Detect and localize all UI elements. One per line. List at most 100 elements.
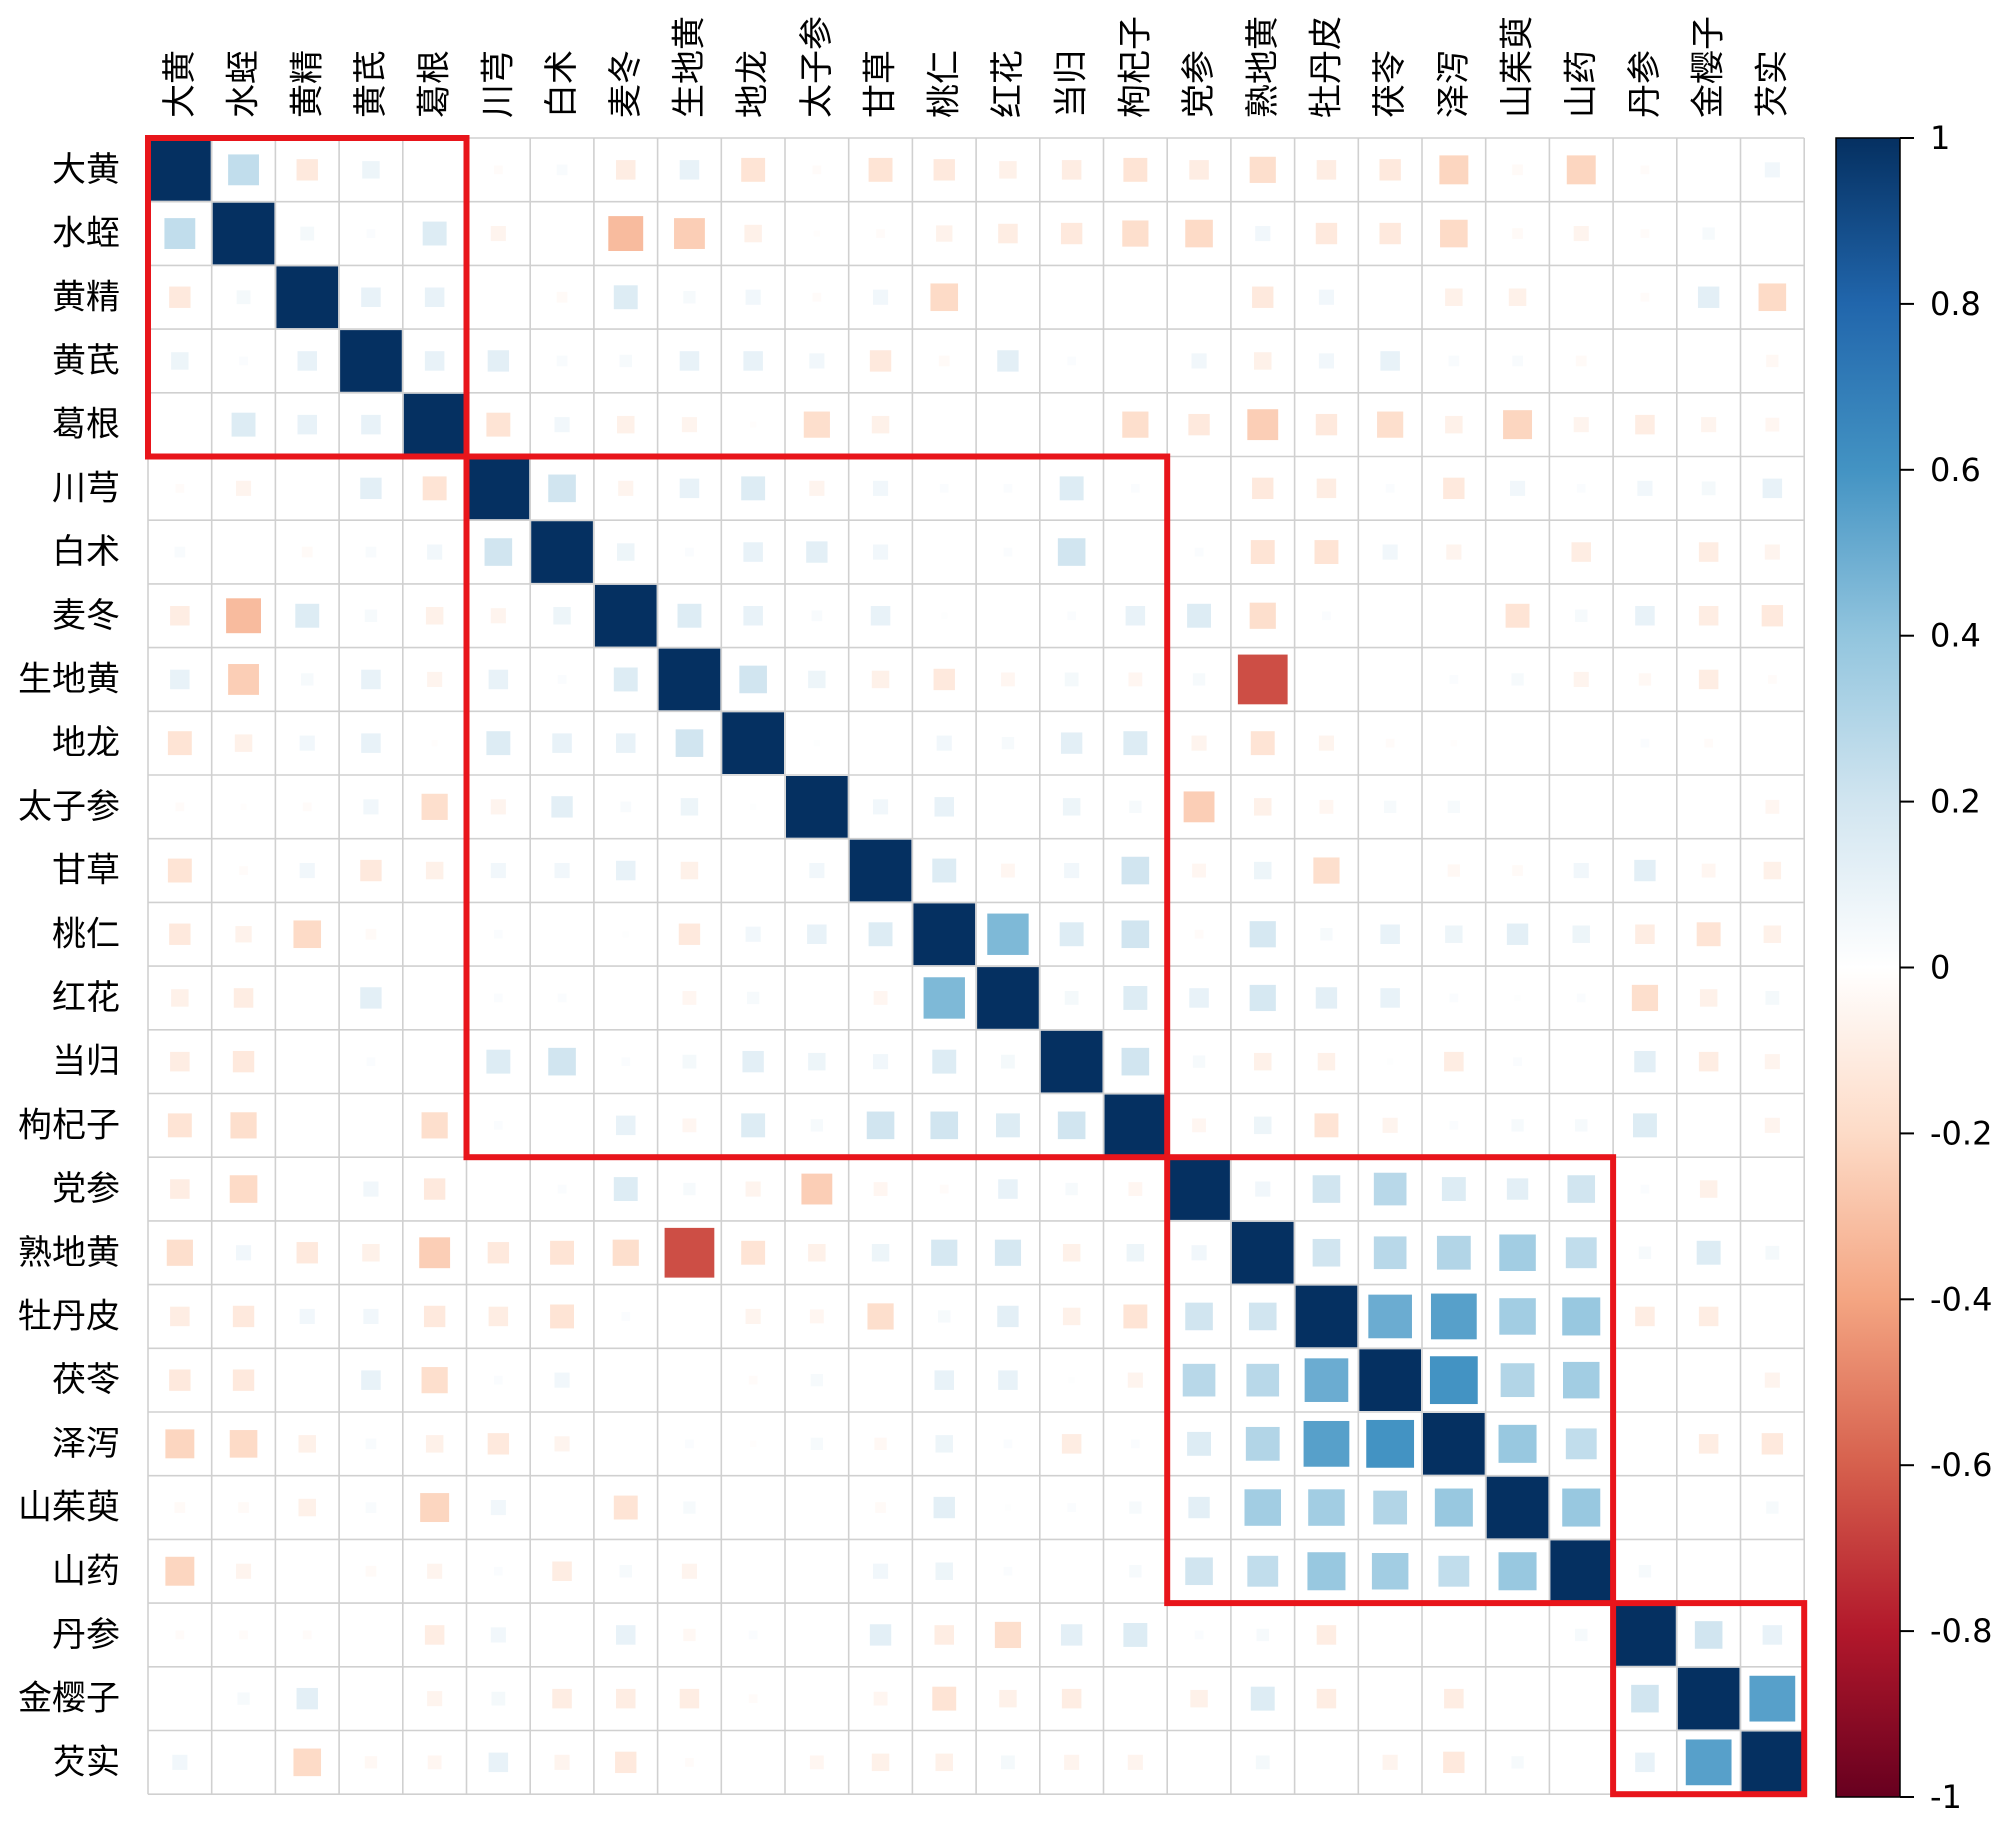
corr-cell [240,803,247,810]
corr-cell [228,664,259,695]
corr-cell [1314,1113,1339,1138]
corr-cell [1001,736,1015,750]
corr-cell [1062,798,1081,816]
corr-cell [615,733,636,753]
corr-cell [297,414,317,435]
corr-cell [1004,1504,1012,1511]
corr-cell [1250,1686,1275,1711]
corr-cell [298,1498,316,1517]
corr-cell [550,1240,574,1265]
corr-cell [552,1561,572,1581]
corr-cell [1040,1030,1103,1093]
corr-cell [936,735,952,751]
corr-cell [1438,1555,1470,1587]
corr-cell [1314,540,1339,564]
corr-cell [1702,227,1715,240]
corr-cell [1764,1372,1780,1388]
corr-cell [803,411,830,438]
column-label: 芡实 [1752,50,1792,118]
corr-cell [1319,799,1334,814]
corr-cell [998,1179,1018,1199]
row-label: 山茱萸 [18,1488,120,1528]
corr-cell [998,1370,1018,1390]
row-label: 金樱子 [18,1679,120,1719]
corr-cell [1514,994,1521,1002]
corr-cell [229,1175,258,1203]
corr-cell [490,1499,506,1516]
corr-cell [364,1756,378,1769]
corr-cell [1123,1304,1148,1329]
corr-cell [490,225,506,242]
corr-cell [1187,603,1211,628]
corr-cell [276,266,339,329]
corr-cell [1576,483,1586,493]
corr-cell [1185,1557,1213,1586]
corr-cell [876,229,885,238]
corr-cell [1698,605,1719,626]
corr-cell [1122,411,1149,438]
corr-cell [1320,928,1333,941]
corr-cell [174,1502,186,1513]
corr-cell [548,474,576,503]
corr-cell [872,480,889,496]
corr-cell [808,670,826,689]
corr-cell [361,669,381,690]
corr-cell [1447,800,1461,814]
corr-cell [1634,859,1656,882]
corr-cell [422,221,447,246]
corr-cell [1764,1117,1780,1133]
corr-cell [1635,1752,1655,1773]
corr-cell [1188,1496,1210,1519]
column-label: 牡丹皮 [1307,16,1347,118]
corr-cell [1631,984,1659,1012]
corr-cell [360,859,382,882]
corr-cell [1761,1433,1784,1455]
corr-cell [748,1375,758,1385]
corr-cell [1121,1047,1150,1076]
corr-cell [1252,477,1274,500]
corr-cell [809,353,825,369]
corr-cell [1430,1293,1477,1340]
corr-cell [467,457,530,520]
corr-cell [1765,799,1780,814]
corr-cell [1441,1177,1466,1201]
corr-cell [365,1565,377,1577]
corr-cell [1316,478,1337,499]
corr-cell [1512,865,1523,876]
corr-cell [1380,924,1400,944]
corr-cell [1575,1119,1588,1132]
corr-cell [934,797,954,817]
corr-cell [621,1312,631,1321]
corr-cell [170,1051,190,1072]
corr-cell [1064,672,1079,687]
corr-cell [1704,738,1714,748]
corr-cell [613,1177,638,1201]
corr-cell [801,1173,833,1205]
corr-cell [1191,735,1207,751]
corr-cell [1429,1356,1478,1405]
corr-cell [1635,605,1655,626]
corr-cell [1001,672,1015,687]
corr-cell [1448,355,1460,367]
corr-cell [617,415,635,434]
corr-cell [1129,1565,1142,1578]
corr-cell [493,165,503,175]
corr-cell [361,414,381,435]
corr-cell [935,1562,953,1580]
corr-cell [167,1113,192,1138]
corr-cell [1511,1119,1524,1132]
corr-cell [363,1308,379,1324]
corr-cell [554,1754,570,1770]
corr-cell [997,350,1019,372]
corr-cell [1065,1182,1078,1196]
corr-cell [679,478,700,499]
corr-cell [302,802,312,812]
corr-cell [615,1688,636,1709]
corr-cell [1231,1221,1294,1284]
corr-cell [941,612,948,619]
corr-cell [1765,991,1780,1005]
corr-cell [1640,165,1650,175]
corr-cell [295,603,320,628]
corr-cell [1573,225,1589,242]
corr-cell [1188,413,1210,436]
